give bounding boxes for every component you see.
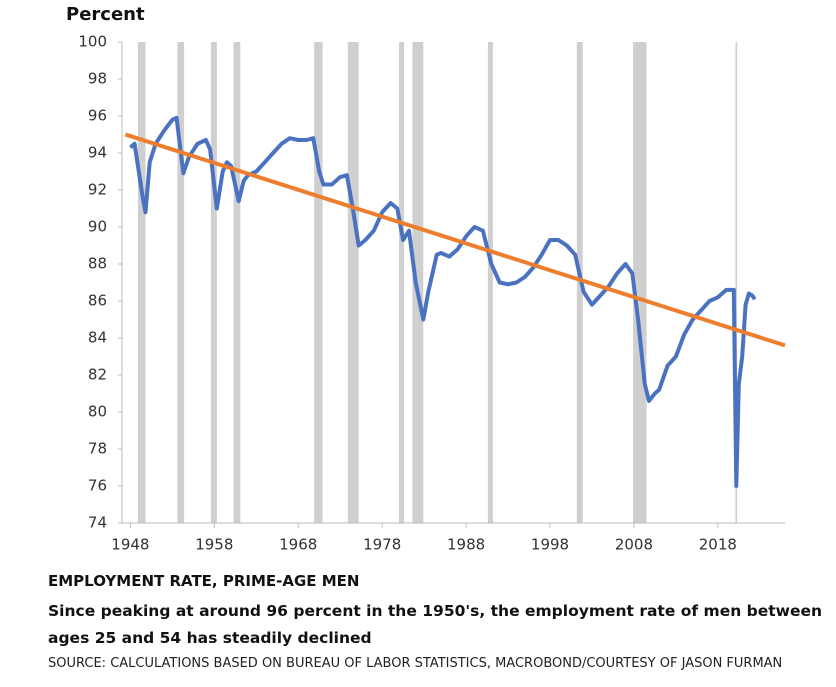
y-tick-label: 84 [88, 329, 107, 347]
y-tick-label: 74 [88, 514, 107, 532]
x-tick-label: 2008 [615, 536, 653, 554]
y-tick-label: 90 [88, 218, 107, 236]
recession-band [347, 42, 359, 523]
caption-title: EMPLOYMENT RATE, PRIME-AGE MEN [48, 572, 360, 590]
recession-band [177, 42, 185, 523]
recession-band [233, 42, 241, 523]
series-line [124, 132, 786, 348]
recession-band [633, 42, 647, 523]
x-tick-label: 1998 [531, 536, 569, 554]
x-tick-label: 1988 [447, 536, 485, 554]
y-tick-label: 96 [88, 107, 107, 125]
subtitle: Since peaking at around 96 percent in th… [48, 602, 823, 647]
y-axis-label: Percent [66, 4, 145, 25]
source: SOURCE: CALCULATIONS BASED ON BUREAU OF … [48, 656, 783, 671]
recession-band [210, 42, 217, 523]
y-tick-label: 86 [88, 292, 107, 310]
recession-band [398, 42, 404, 523]
y-tick-label: 80 [88, 403, 107, 421]
recession-band [735, 42, 738, 523]
x-tick-label: 1978 [363, 536, 401, 554]
y-tick-label: 76 [88, 477, 107, 495]
recession-band [314, 42, 323, 523]
y-tick-label: 98 [88, 70, 107, 88]
y-tick-label: 82 [88, 366, 107, 384]
y-tick-label: 100 [78, 33, 107, 51]
y-tick-label: 94 [88, 144, 107, 162]
x-tick-label: 1948 [111, 536, 149, 554]
series-line [129, 115, 757, 488]
x-tick-label: 1958 [195, 536, 233, 554]
y-tick-label: 92 [88, 181, 107, 199]
x-tick-label: 2018 [699, 536, 737, 554]
x-tick-label: 1968 [279, 536, 317, 554]
chart: Percent 74 76 78 80 82 84 86 88 90 92 94 96 98 100 194… [66, 4, 786, 554]
recession-band [412, 42, 424, 523]
y-tick-label: 88 [88, 255, 107, 273]
y-tick-label: 78 [88, 440, 107, 458]
recession-band [487, 42, 493, 523]
recession-band [137, 42, 146, 523]
